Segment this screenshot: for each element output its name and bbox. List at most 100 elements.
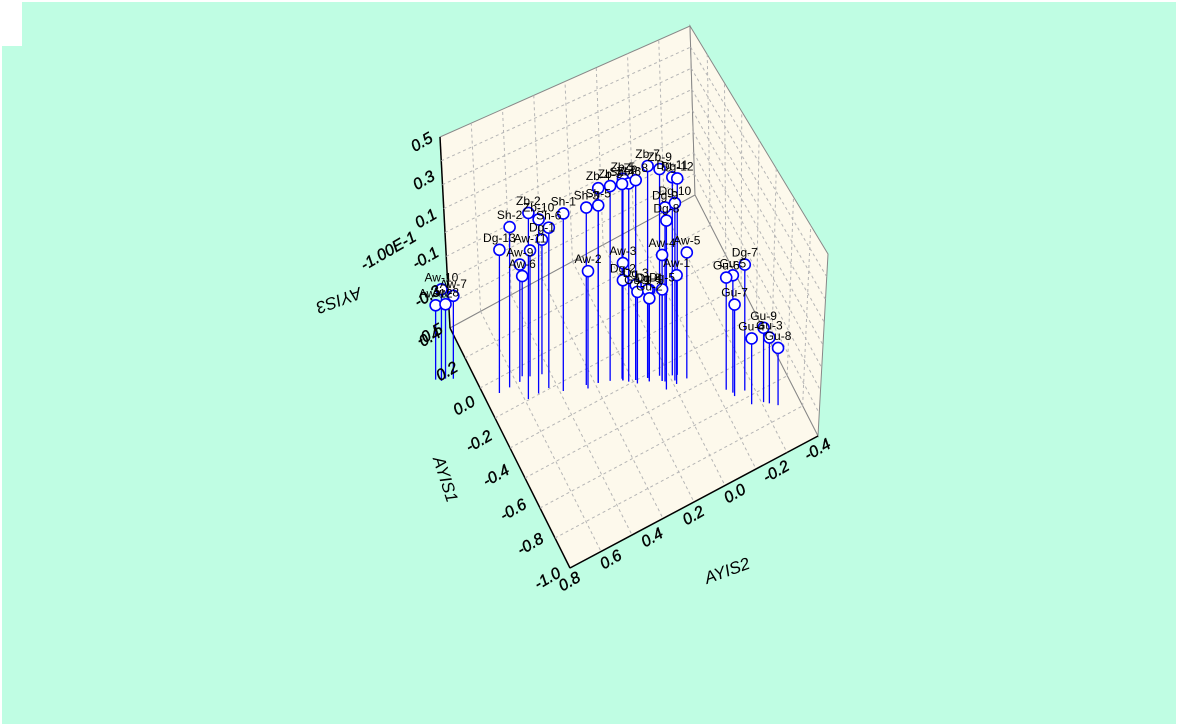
data-point xyxy=(513,258,527,271)
data-point xyxy=(719,271,733,284)
grid-line xyxy=(494,284,742,419)
data-point xyxy=(643,292,656,305)
point-label: Gu-6 xyxy=(713,259,740,273)
z-tick-label: 0.1 xyxy=(412,206,440,232)
z-extra-tick-label: -1.00E-1 xyxy=(358,229,420,274)
corner-box xyxy=(2,2,22,46)
data-point xyxy=(532,213,545,226)
data-point xyxy=(738,258,752,271)
data-point xyxy=(542,221,556,234)
point-label: Dg-13 xyxy=(483,231,516,245)
x-tick-label: -0.4 xyxy=(480,462,512,491)
point-label: Dg-8 xyxy=(653,202,679,216)
z-tick-label: 0.5 xyxy=(408,130,436,156)
point-label: Dg-10 xyxy=(659,184,692,198)
point-label: Sh-6 xyxy=(536,209,562,223)
grid-line xyxy=(693,173,820,414)
data-point xyxy=(629,173,642,187)
data-point xyxy=(615,177,629,191)
data-point xyxy=(655,283,669,296)
data-point xyxy=(655,248,669,262)
grid-line xyxy=(706,54,711,226)
grid-line xyxy=(448,173,695,305)
data-point xyxy=(670,172,684,185)
point-label: Zb-7 xyxy=(635,147,660,161)
point-label: Sh-3 xyxy=(574,189,600,203)
point-label: Gu-7 xyxy=(721,286,748,300)
data-point xyxy=(616,273,630,287)
grid-line xyxy=(691,89,825,323)
z-axis-title: AYIS3 xyxy=(313,283,365,317)
grid-line xyxy=(443,88,693,210)
data-point xyxy=(658,201,672,214)
grid-line xyxy=(447,152,694,281)
point-label: Dg-11 xyxy=(656,158,688,172)
data-point xyxy=(728,298,741,311)
data-point xyxy=(660,214,673,227)
x-tick-label: -0.6 xyxy=(497,496,529,525)
point-label: Aw-4 xyxy=(649,236,676,250)
point-label: Sh-1 xyxy=(551,194,577,208)
grid-line xyxy=(470,123,482,312)
grid-line xyxy=(480,311,602,552)
data-point xyxy=(579,201,593,214)
point-label: Dg-5 xyxy=(649,270,675,284)
point-label: Dg-4 xyxy=(636,271,662,285)
grid-line xyxy=(572,261,695,503)
data-point xyxy=(757,321,770,335)
x-tick-label: -0.2 xyxy=(463,428,495,457)
point-label: Dg-7 xyxy=(732,246,758,260)
x-tick-label: -0.8 xyxy=(514,530,546,559)
z-tick-label: -0.1 xyxy=(410,244,442,273)
data-point xyxy=(523,244,537,257)
grid-line xyxy=(564,81,573,262)
z-tick-label: 0.3 xyxy=(410,168,438,194)
x-tick-label: 0.0 xyxy=(451,393,479,419)
y-axis-title: AYIS2 xyxy=(701,554,753,588)
point-label: Dg-9 xyxy=(652,188,678,202)
x-tick-label: 0.2 xyxy=(433,359,461,385)
point-label: Dg-1 xyxy=(529,221,555,235)
point-label: Aw-11 xyxy=(514,231,547,245)
point-labels: Zb-7Zb-9Dg-11Dg-12Zb-5Zb-6Zb-8Zb-3Zb-4Sh… xyxy=(419,147,792,343)
point-label: Sh-2 xyxy=(497,208,523,222)
point-label: Dg-2 xyxy=(610,261,636,275)
data-point xyxy=(493,243,506,257)
data-point xyxy=(680,246,694,259)
point-label: Zb-3 xyxy=(598,167,623,181)
grid-line xyxy=(690,67,826,300)
data-point xyxy=(591,181,605,195)
point-label: Gu-9 xyxy=(750,309,777,323)
data-markers xyxy=(429,159,785,355)
point-label: Dg-12 xyxy=(661,159,694,173)
point-label: Aw-12 xyxy=(419,286,453,300)
grid-line xyxy=(692,110,824,346)
data-point xyxy=(515,269,529,283)
grid-line xyxy=(740,111,743,286)
data-point xyxy=(771,341,785,355)
data-point xyxy=(557,207,570,220)
grid-line xyxy=(658,39,665,212)
point-label: Zb-5 xyxy=(611,160,636,174)
y-axis-line xyxy=(569,435,819,569)
grid-line xyxy=(510,294,633,536)
grid-line xyxy=(690,46,828,278)
data-point xyxy=(763,331,776,344)
data-point xyxy=(591,199,605,212)
data-point xyxy=(745,332,758,345)
point-label: Zb-2 xyxy=(516,194,541,208)
grid-line xyxy=(539,375,788,509)
data-point xyxy=(503,220,516,234)
data-point xyxy=(435,282,448,296)
point-label: Aw-3 xyxy=(609,244,636,258)
data-point xyxy=(670,268,683,282)
point-label: Gu-5 xyxy=(720,256,747,270)
point-label: Sh-5 xyxy=(586,186,612,200)
point-label: Zb-9 xyxy=(647,150,672,164)
grid-line xyxy=(802,225,812,406)
point-label: Sh-4 xyxy=(609,165,635,179)
grid-line xyxy=(442,67,692,186)
point-label: Gu-4 xyxy=(738,319,765,333)
point-label: Dg-3 xyxy=(623,266,649,280)
